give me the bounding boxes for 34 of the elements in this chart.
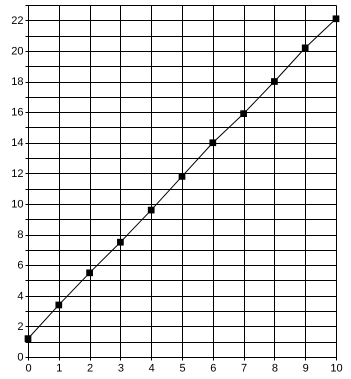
x-tick-label: 9 bbox=[302, 362, 309, 374]
y-tick-label: 18 bbox=[11, 76, 24, 88]
y-tick-label: 6 bbox=[17, 260, 24, 272]
y-tick-label: 4 bbox=[17, 290, 24, 302]
x-tick-label: 10 bbox=[330, 362, 343, 374]
point bbox=[55, 302, 62, 308]
y-tick-label: 10 bbox=[11, 198, 24, 210]
x-tick-label: 6 bbox=[210, 362, 216, 374]
y-tick-label: 0 bbox=[17, 352, 24, 364]
x-tick-label: 3 bbox=[118, 362, 124, 374]
x-tick-label: 4 bbox=[148, 362, 155, 374]
point bbox=[302, 44, 309, 52]
point bbox=[209, 139, 216, 146]
y-tick-label: 16 bbox=[11, 106, 24, 119]
y-tick-label: 8 bbox=[17, 229, 24, 242]
point bbox=[271, 78, 278, 85]
point bbox=[117, 238, 124, 246]
y-tick-label: 20 bbox=[11, 45, 24, 58]
point bbox=[148, 206, 155, 214]
point bbox=[86, 269, 93, 276]
point bbox=[332, 15, 340, 22]
y-tick-label: 2 bbox=[17, 320, 24, 333]
y-tick-label: 12 bbox=[11, 168, 24, 180]
point bbox=[178, 173, 186, 180]
x-tick-label: 2 bbox=[87, 362, 94, 374]
x-tick-label: 8 bbox=[272, 362, 278, 374]
point bbox=[240, 110, 247, 118]
point bbox=[24, 335, 32, 342]
x-tick-label: 7 bbox=[241, 362, 248, 374]
x-tick-label: 1 bbox=[56, 362, 62, 374]
x-tick-label: 5 bbox=[179, 362, 186, 374]
y-tick-label: 14 bbox=[11, 137, 24, 150]
x-tick-label: 0 bbox=[25, 362, 32, 374]
y-tick-label: 22 bbox=[11, 14, 24, 27]
